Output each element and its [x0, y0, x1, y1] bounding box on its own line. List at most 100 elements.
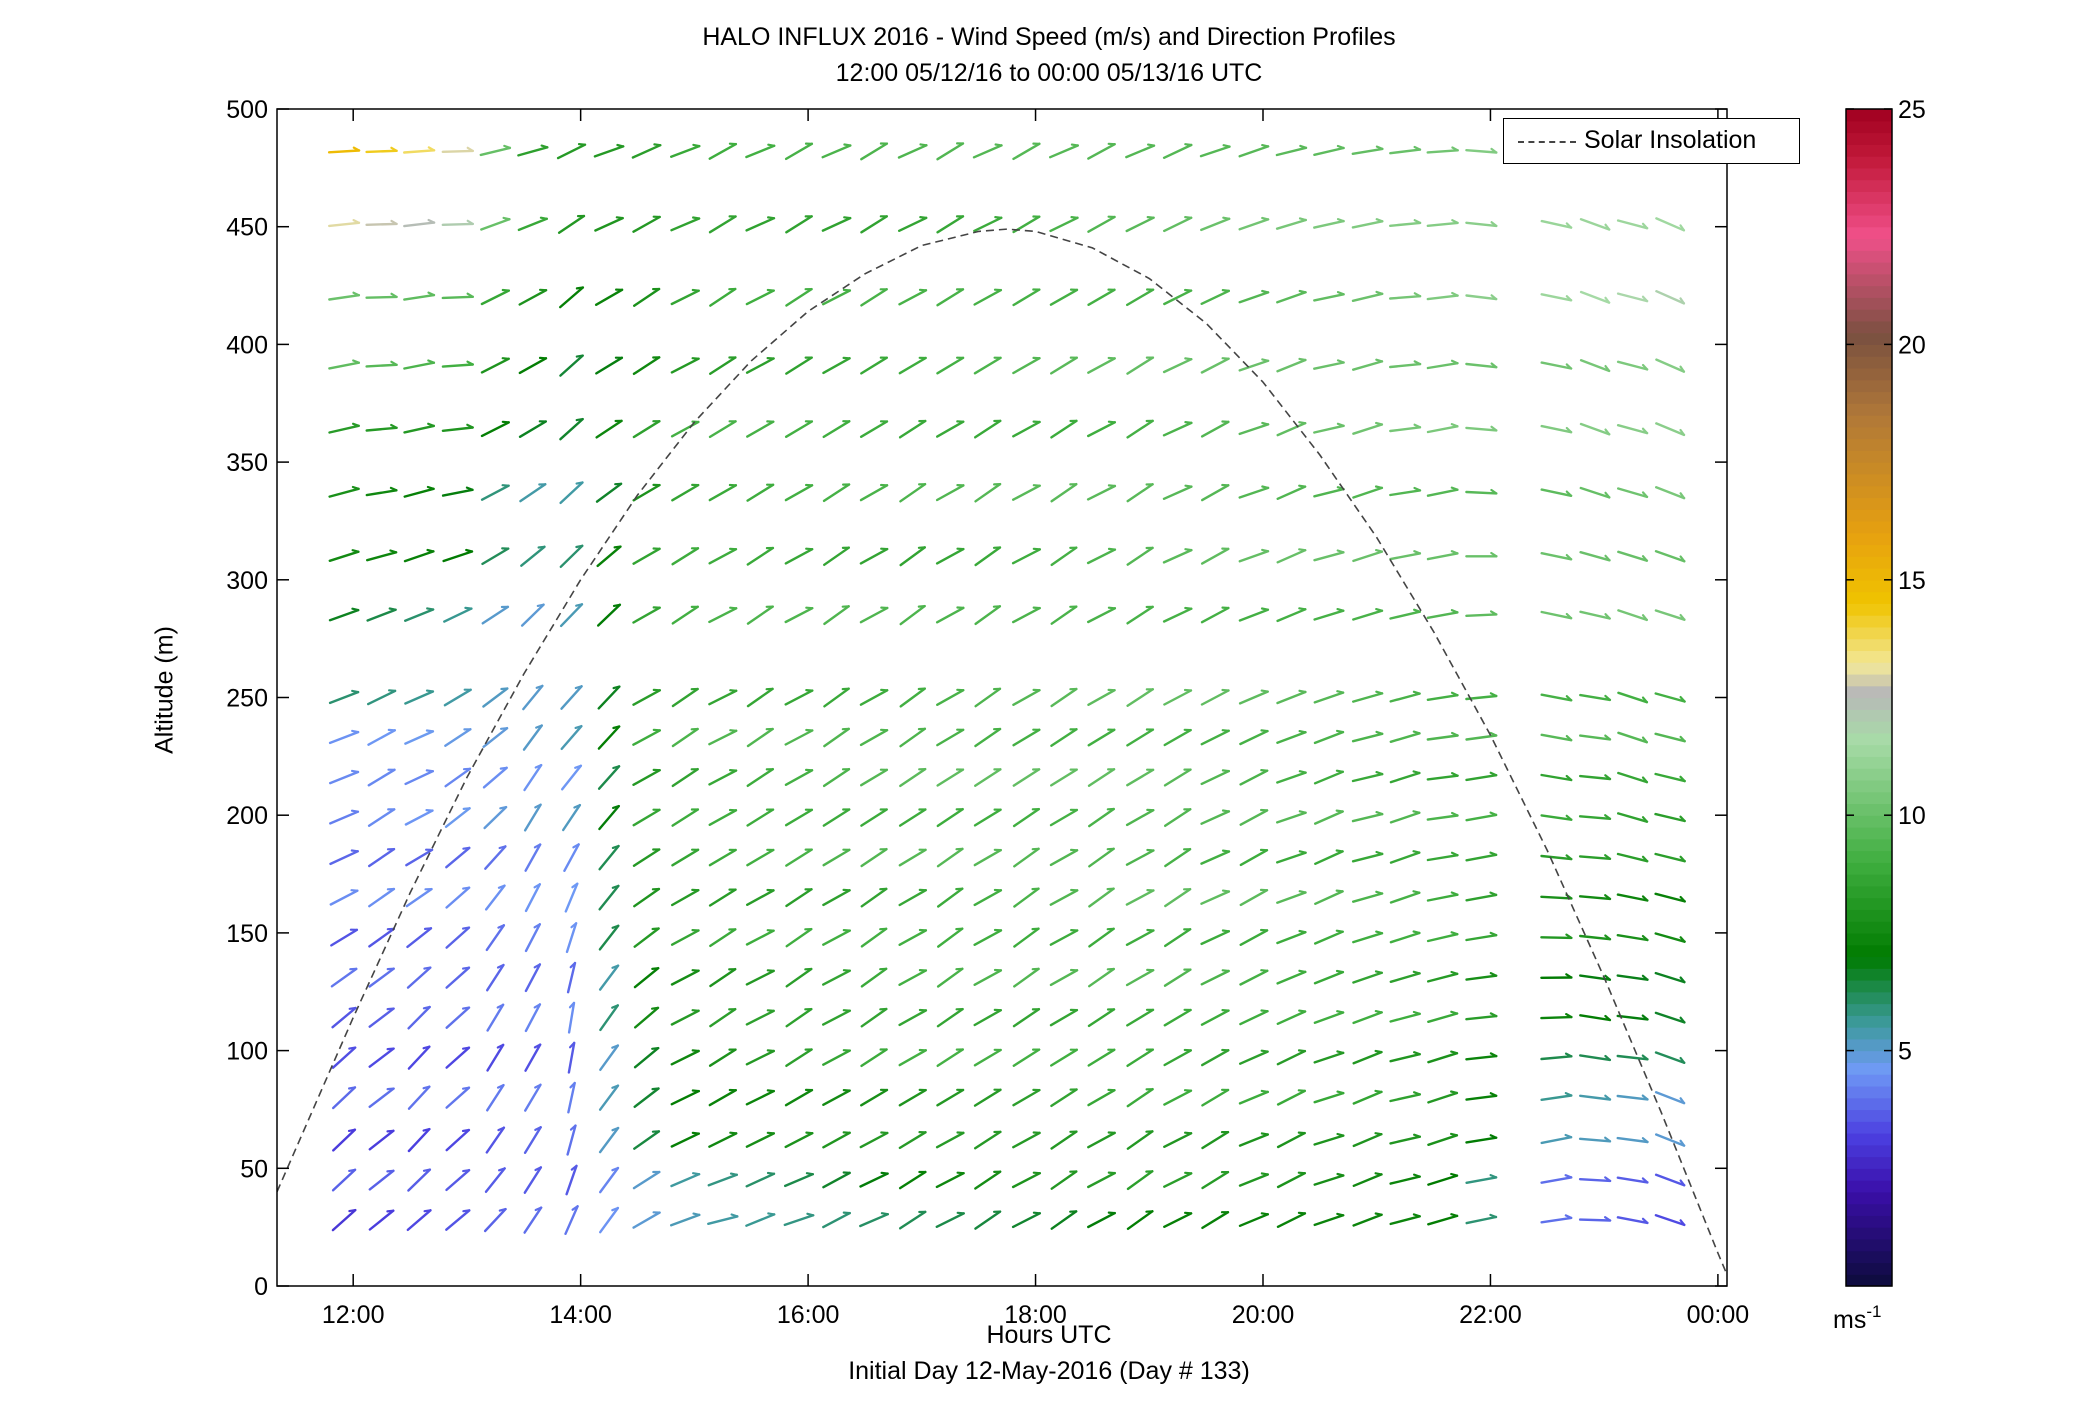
wind-barb — [1275, 850, 1307, 864]
wind-barb-tick — [570, 922, 578, 929]
wind-barb — [1276, 1009, 1307, 1025]
colorbar-segment — [1846, 709, 1892, 722]
wind-barb-shaft — [1125, 144, 1156, 159]
wind-barb — [1389, 1213, 1421, 1226]
wind-barb — [746, 420, 775, 438]
wind-barb-shaft — [524, 923, 541, 953]
wind-barb-shaft — [1351, 292, 1384, 302]
wind-barb-shaft — [1578, 1054, 1612, 1062]
wind-barb-tick — [533, 963, 542, 969]
wind-barb-tick — [1604, 774, 1612, 781]
wind-barb — [1616, 1216, 1649, 1225]
wind-barb-shaft — [937, 887, 964, 908]
wind-barb — [368, 1047, 395, 1068]
wind-barb-shaft — [898, 289, 928, 306]
wind-barb — [1126, 1130, 1154, 1150]
wind-barb-tick — [423, 966, 432, 970]
wind-barb-shaft — [1011, 1212, 1042, 1229]
wind-barb-shaft — [974, 768, 1002, 787]
wind-barb — [1126, 1087, 1154, 1108]
wind-barb-shaft — [365, 489, 398, 497]
wind-barb — [1578, 814, 1612, 820]
wind-barb — [973, 288, 1003, 306]
wind-barb — [1238, 1212, 1270, 1228]
wind-barb — [671, 888, 700, 907]
wind-barb — [709, 968, 737, 988]
wind-barb-shaft — [1086, 421, 1117, 438]
wind-barb — [1617, 691, 1649, 704]
wind-barb-shaft — [1465, 1094, 1498, 1101]
wind-barb-shaft — [1239, 969, 1269, 986]
wind-barb — [1239, 888, 1269, 907]
wind-barb — [707, 1172, 738, 1187]
wind-barb-tick — [388, 607, 397, 611]
wind-barb — [822, 808, 851, 827]
wind-barb-shaft — [1163, 768, 1192, 787]
wind-barb — [406, 966, 432, 989]
wind-barb — [328, 607, 360, 622]
wind-barb — [1389, 730, 1421, 743]
wind-barb — [367, 768, 396, 787]
wind-barb — [1276, 548, 1307, 564]
wind-barb-shaft — [522, 724, 543, 751]
x-axis-sublabel: Initial Day 12-May-2016 (Day # 133) — [848, 1357, 1250, 1385]
wind-barb-shaft — [784, 808, 814, 827]
wind-barb — [1313, 359, 1345, 370]
wind-barb-tick — [390, 292, 398, 298]
wind-barb-shaft — [1313, 609, 1345, 621]
wind-barb — [1389, 608, 1422, 620]
wind-barb-shaft — [745, 1172, 776, 1188]
wind-barb-shaft — [708, 548, 738, 565]
wind-barb-shaft — [1011, 548, 1042, 565]
wind-barb — [937, 887, 964, 908]
wind-barb — [708, 483, 738, 502]
wind-barb-shaft — [1087, 142, 1116, 160]
wind-barb-tick — [1221, 289, 1230, 292]
wind-barb-tick — [1604, 296, 1611, 304]
wind-barb — [445, 1168, 471, 1192]
wind-barb-shaft — [1655, 290, 1686, 305]
wind-barb — [1654, 1133, 1686, 1147]
wind-barb — [974, 727, 1002, 748]
wind-barb — [633, 1087, 660, 1109]
wind-barb-tick — [1565, 363, 1573, 370]
wind-barb — [1427, 1172, 1459, 1186]
wind-barb-shaft — [1163, 968, 1192, 987]
wind-barb — [598, 964, 620, 991]
y-axis-label: Altitude (m) — [150, 626, 179, 754]
wind-barb-tick — [1565, 426, 1573, 434]
wind-barb-tick — [1336, 422, 1345, 427]
wind-barb — [1655, 358, 1686, 373]
wind-barb-shaft — [1389, 148, 1422, 155]
wind-barb-tick — [574, 685, 583, 690]
wind-barb — [1427, 1050, 1459, 1064]
wind-barb-shaft — [1049, 216, 1079, 233]
colorbar-segment — [1846, 944, 1892, 958]
wind-barb — [1465, 971, 1498, 981]
wind-barb-shaft — [1578, 1177, 1612, 1183]
wind-barb-shaft — [1352, 1213, 1383, 1227]
wind-barb-shaft — [598, 844, 620, 871]
wind-barb — [1352, 548, 1384, 563]
wind-barb-shaft — [1465, 893, 1498, 902]
wind-barb — [632, 215, 661, 233]
wind-barb-shaft — [518, 357, 548, 375]
wind-barb — [403, 218, 436, 228]
colorbar-segment — [1846, 262, 1892, 275]
wind-barb-tick — [1679, 1097, 1686, 1105]
wind-barb-tick — [1641, 555, 1649, 562]
wind-barb — [1087, 1048, 1116, 1067]
wind-barb-tick — [351, 769, 360, 774]
wind-barb — [1313, 144, 1345, 157]
wind-barb-shaft — [1578, 1218, 1612, 1222]
wind-barb-tick — [1107, 484, 1117, 488]
wind-barb-shaft — [524, 883, 541, 913]
wind-barb-shaft — [1465, 1014, 1498, 1021]
wind-barb-tick — [1604, 365, 1611, 372]
wind-barb-shaft — [632, 606, 661, 624]
wind-barb — [670, 216, 701, 232]
wind-barb — [1125, 288, 1155, 307]
wind-barb-shaft — [524, 843, 542, 872]
wind-barb-shaft — [899, 727, 927, 748]
wind-barb — [1276, 607, 1307, 623]
